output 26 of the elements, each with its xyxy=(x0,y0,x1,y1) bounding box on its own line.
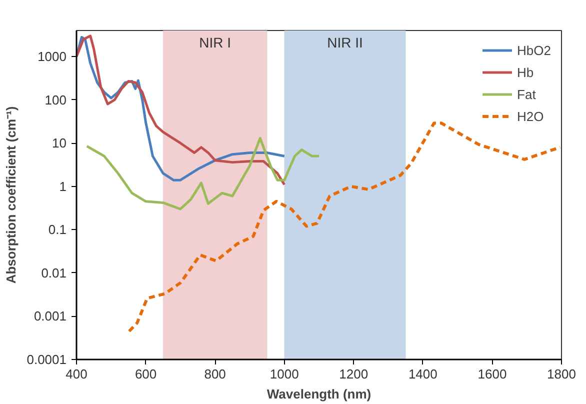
y-tick-label: 1 xyxy=(59,178,67,194)
x-tick-label: 800 xyxy=(204,366,226,382)
legend-label: Hb xyxy=(517,64,535,80)
y-tick-label: 0.1 xyxy=(48,222,67,238)
x-tick-label: 1200 xyxy=(339,366,368,382)
legend-label: HbO2 xyxy=(517,42,551,58)
x-tick-label: 600 xyxy=(134,366,157,382)
y-tick-label: 0.01 xyxy=(41,265,67,280)
x-tick-label: 1600 xyxy=(478,366,507,382)
line-series xyxy=(128,122,562,333)
x-tick-label: 1000 xyxy=(270,366,299,382)
y-tick-label: 10 xyxy=(52,136,67,151)
y-tick-label: 100 xyxy=(44,92,67,108)
legend-label: Fat xyxy=(517,86,537,102)
line-series xyxy=(86,136,320,210)
legend-label: H2O xyxy=(517,108,544,124)
y-tick-label: 1000 xyxy=(38,49,66,64)
band-label: NIR II xyxy=(327,34,363,50)
y-tick-label: 0.001 xyxy=(34,308,67,324)
x-tick-label: 400 xyxy=(66,366,88,382)
y-axis-title: Absorption coefficient (cm⁻¹) xyxy=(4,106,19,284)
band-label: NIR I xyxy=(199,34,232,50)
y-tick-label: 0.0001 xyxy=(26,352,67,367)
x-tick-label: 1800 xyxy=(547,366,576,382)
x-tick-label: 1400 xyxy=(408,366,438,382)
x-axis-title: Wavelength (nm) xyxy=(266,386,372,402)
